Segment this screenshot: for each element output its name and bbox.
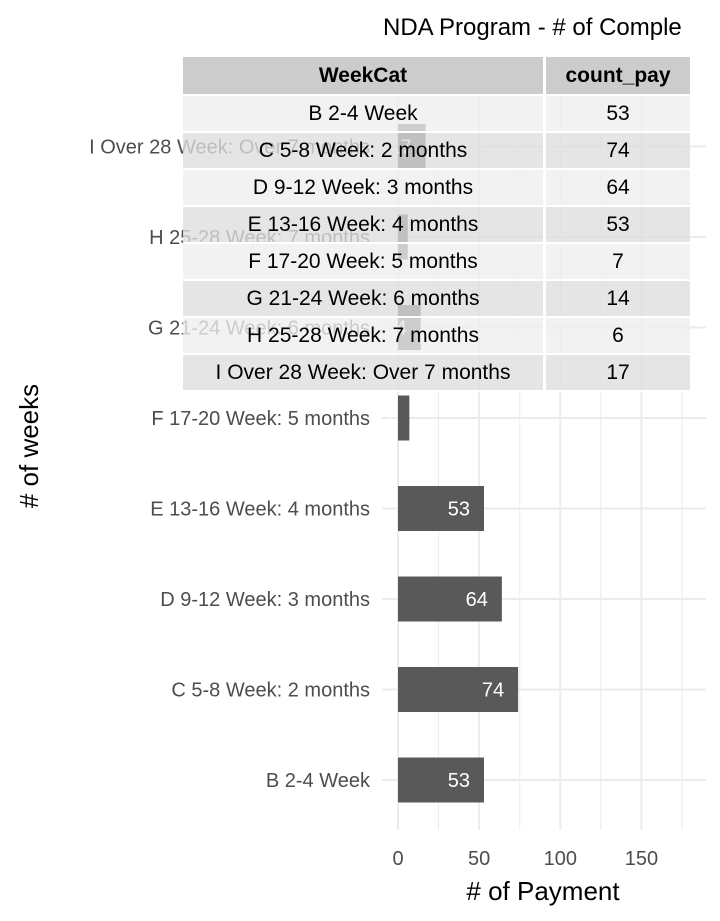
x-tick-label: 100 [544,848,577,870]
table-header-row: WeekCat count_pay [183,57,690,96]
chart-title: NDA Program - # of Comple [383,14,682,41]
table-cell-count: 53 [546,96,690,133]
table-row: B 2-4 Week 53 [183,96,690,133]
table-row: H 25-28 Week: 7 months 6 [183,318,690,355]
bar [398,576,502,622]
table-cell-count: 53 [546,207,690,244]
y-tick-label: D 9-12 Week: 3 months [160,589,370,611]
x-tick-label: 50 [468,848,490,870]
table-cell-count: 7 [546,244,690,281]
bar [398,486,485,531]
table-row: G 21-24 Week: 6 months 14 [183,281,690,318]
table-header-count-pay: count_pay [546,57,690,96]
table-cell-weekcat: B 2-4 Week [183,96,546,133]
table-cell-weekcat: I Over 28 Week: Over 7 months [183,355,546,392]
table-cell-weekcat: E 13-16 Week: 4 months [183,207,546,244]
table-cell-count: 6 [546,318,690,355]
table-row: I Over 28 Week: Over 7 months 17 [183,355,690,392]
table-row: F 17-20 Week: 5 months 7 [183,244,690,281]
table-cell-weekcat: D 9-12 Week: 3 months [183,170,546,207]
bar-value-label: 64 [466,589,488,611]
y-tick-label: B 2-4 Week [266,770,371,792]
y-tick-label: F 17-20 Week: 5 months [151,408,370,430]
bar [398,757,485,803]
bar-value-label: 74 [482,680,504,702]
y-tick-label: E 13-16 Week: 4 months [150,499,370,521]
table-cell-count: 14 [546,281,690,318]
table-row: E 13-16 Week: 4 months 53 [183,207,690,244]
y-tick-label: C 5-8 Week: 2 months [171,680,370,702]
bar-value-label: 53 [448,770,470,792]
bar-value-label: 53 [448,499,470,521]
table-cell-count: 64 [546,170,690,207]
table-cell-count: 17 [546,355,690,392]
bar-value-label: 7 [384,408,395,430]
bar [398,667,519,712]
table-cell-weekcat: H 25-28 Week: 7 months [183,318,546,355]
table-cell-weekcat: C 5-8 Week: 2 months [183,133,546,170]
data-table: WeekCat count_pay B 2-4 Week 53 C 5-8 We… [183,57,690,392]
table-row: C 5-8 Week: 2 months 74 [183,133,690,170]
table-cell-weekcat: F 17-20 Week: 5 months [183,244,546,281]
x-axis-title: # of Payment [466,876,620,906]
y-axis-title: # of weeks [14,384,44,508]
table-cell-count: 74 [546,133,690,170]
x-tick-label: 150 [625,848,658,870]
table-cell-weekcat: G 21-24 Week: 6 months [183,281,546,318]
table-header-weekcat: WeekCat [183,57,546,96]
x-axis-tick-labels: 0 50 100 150 [392,848,658,870]
bar [398,395,410,441]
table-row: D 9-12 Week: 3 months 64 [183,170,690,207]
x-tick-label: 0 [392,848,403,870]
